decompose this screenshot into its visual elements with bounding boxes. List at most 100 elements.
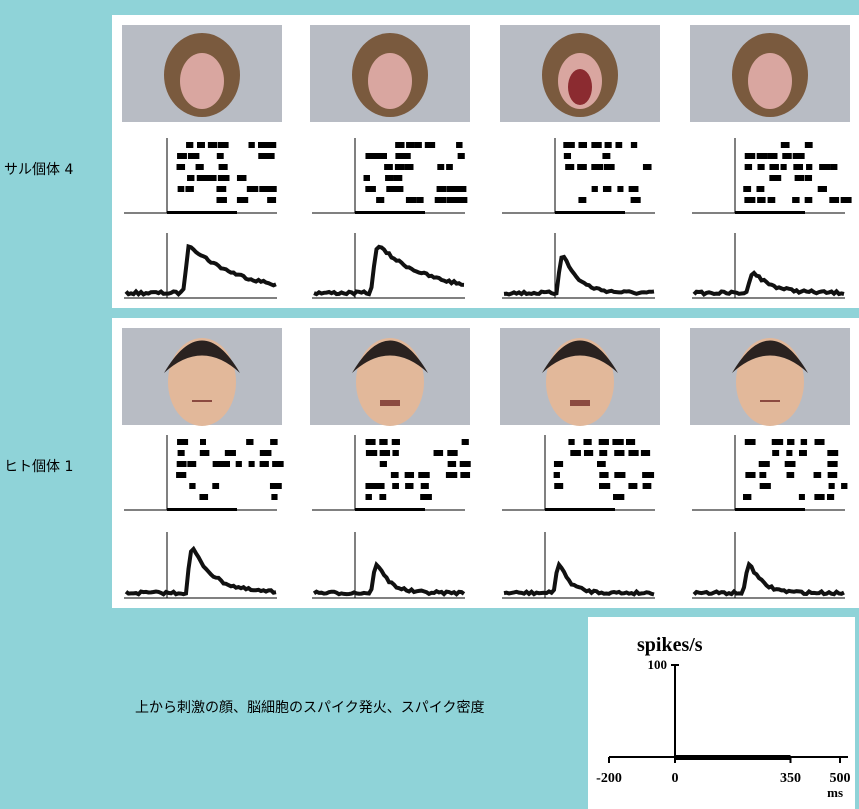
spike — [258, 153, 269, 159]
spike — [177, 153, 187, 159]
spike — [187, 175, 195, 181]
spike — [177, 450, 185, 456]
spike — [602, 186, 612, 192]
spike — [414, 142, 422, 148]
spike — [786, 472, 795, 478]
stimulus-bar — [167, 508, 237, 511]
spike — [599, 483, 611, 489]
spike — [218, 164, 228, 170]
spike — [216, 197, 227, 203]
spike — [177, 186, 185, 192]
spike — [615, 142, 623, 148]
spike — [771, 439, 784, 445]
spike — [794, 175, 805, 181]
spike — [780, 164, 787, 170]
spike — [460, 472, 471, 478]
spike — [392, 450, 399, 456]
spike — [827, 461, 838, 467]
spike — [376, 483, 385, 489]
spike — [597, 461, 606, 467]
hair — [732, 340, 808, 373]
spike — [612, 439, 624, 445]
spike — [418, 472, 430, 478]
spike — [827, 450, 839, 456]
spike — [798, 494, 805, 500]
spike — [436, 186, 447, 192]
spike — [267, 197, 277, 203]
psth-curve — [313, 244, 465, 297]
spike — [216, 153, 224, 159]
spike — [793, 164, 804, 170]
x-tick-label: 350 — [780, 771, 801, 786]
spike — [599, 450, 608, 456]
spike — [598, 439, 609, 445]
spike — [759, 483, 771, 489]
row-label: サル個体 4 — [4, 162, 73, 178]
spike — [759, 472, 767, 478]
spike — [565, 164, 575, 170]
spike — [459, 461, 471, 467]
spike — [461, 439, 469, 445]
spike — [563, 153, 572, 159]
stimulus-bar — [355, 508, 425, 511]
spike — [177, 439, 189, 445]
spike — [554, 483, 564, 489]
spike — [420, 483, 429, 489]
spike — [391, 439, 400, 445]
spike — [195, 164, 204, 170]
spike — [628, 483, 638, 489]
spike — [630, 142, 638, 148]
mouth — [192, 400, 212, 402]
spike — [405, 483, 414, 489]
spike — [769, 175, 782, 181]
mouth — [380, 400, 400, 406]
scale-y-label: spikes/s — [637, 634, 703, 656]
spike — [199, 494, 209, 500]
spike — [185, 186, 194, 192]
spike — [246, 439, 254, 445]
psth-curve — [503, 560, 655, 597]
spike — [376, 197, 385, 203]
human-face — [546, 338, 614, 426]
spike — [216, 186, 227, 192]
spike — [841, 483, 848, 489]
psth-curve — [124, 243, 277, 297]
spike — [591, 186, 598, 192]
spike — [395, 142, 405, 148]
spike — [365, 483, 378, 489]
x-tick-label: 500 — [830, 771, 851, 786]
scale-box — [588, 617, 855, 809]
spike — [756, 153, 768, 159]
spike — [379, 494, 387, 500]
spike — [827, 472, 838, 478]
stimulus-bar — [167, 211, 237, 214]
hair — [352, 340, 428, 373]
spike — [814, 439, 825, 445]
spike — [804, 142, 813, 148]
spike — [787, 439, 795, 445]
spike — [395, 153, 406, 159]
spike — [212, 483, 220, 489]
spike — [405, 197, 417, 203]
spike — [420, 494, 432, 500]
hair — [542, 340, 618, 373]
spike — [365, 186, 376, 192]
spike — [196, 142, 205, 148]
spike — [176, 472, 187, 478]
spike — [628, 450, 639, 456]
spike — [782, 153, 792, 159]
spike — [258, 142, 270, 148]
spike — [756, 186, 765, 192]
spike — [784, 461, 796, 467]
spike — [187, 461, 197, 467]
spike — [744, 164, 753, 170]
spike — [758, 461, 770, 467]
spike — [826, 494, 835, 500]
spike — [269, 186, 277, 192]
spike — [224, 450, 236, 456]
spike — [628, 186, 639, 192]
spike — [604, 142, 612, 148]
spike — [404, 472, 415, 478]
monkey-face — [180, 53, 224, 109]
